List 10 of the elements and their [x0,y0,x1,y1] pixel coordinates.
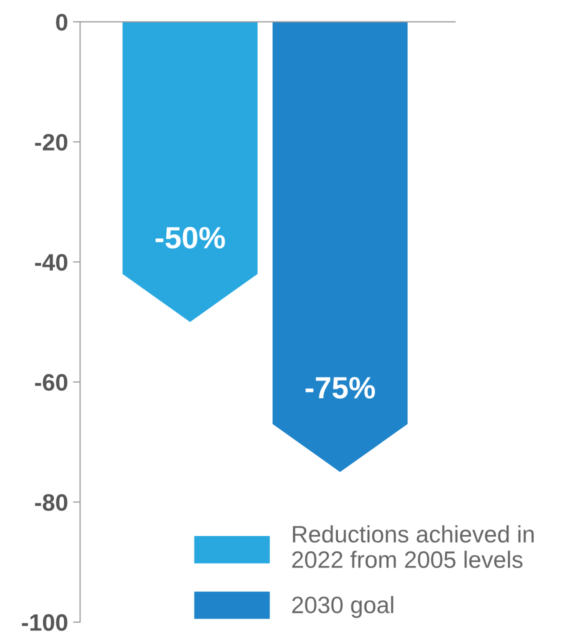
y-tick-label: 0 [56,14,68,31]
legend-label: Reductions achieved in 2022 from 2005 levels [292,525,534,568]
y-tick-label: -20 [35,134,68,151]
y-tick-label: -80 [35,494,68,511]
y-tick-label: -60 [35,374,68,391]
legend-label: 2030 goal [292,596,394,618]
data-label: -75% [306,377,375,399]
data-label: -50% [156,226,225,249]
y-tick-label: -40 [35,254,68,271]
y-tick-label: -100 [22,614,68,631]
